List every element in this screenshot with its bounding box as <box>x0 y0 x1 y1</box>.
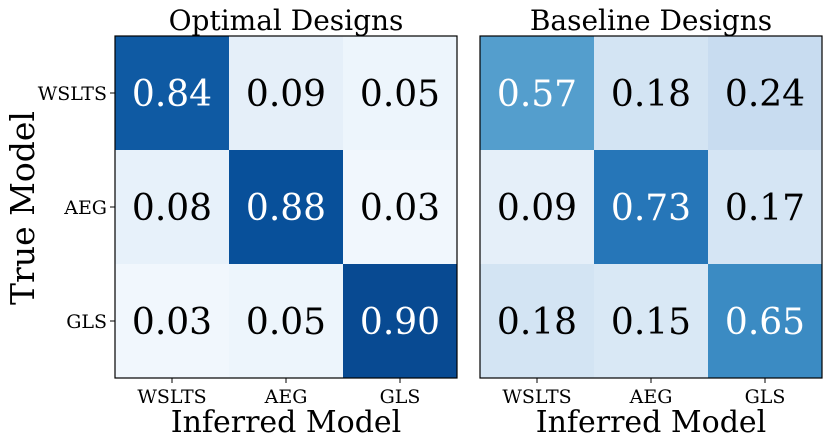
cell-value-label: 0.17 <box>725 188 805 229</box>
cell-value-label: 0.03 <box>132 302 212 343</box>
cell-value-label: 0.05 <box>246 302 326 343</box>
heatmap-cell <box>708 36 822 150</box>
right-panel-x-label: Inferred Model <box>536 405 767 440</box>
cell-value-label: 0.15 <box>611 302 691 343</box>
cell-value-label: 0.08 <box>132 188 212 229</box>
cell-value-label: 0.24 <box>725 74 805 115</box>
cell-value-label: 0.03 <box>360 188 440 229</box>
x-tick-label: WSLTS <box>137 386 206 408</box>
heatmap-cell <box>115 264 229 378</box>
heatmap-cell <box>594 264 708 378</box>
heatmap-cell <box>480 264 594 378</box>
y-axis-label: True Model <box>3 111 42 305</box>
y-tick-label: GLS <box>66 311 107 333</box>
heatmap-cell <box>229 264 343 378</box>
cell-value-label: 0.18 <box>497 302 577 343</box>
cell-value-label: 0.90 <box>360 302 440 343</box>
heatmap-cell <box>229 150 343 264</box>
x-tick-label: AEG <box>264 386 308 408</box>
heatmap-cell <box>229 36 343 150</box>
heatmap-cell <box>343 36 457 150</box>
heatmap-cell <box>343 264 457 378</box>
cell-value-label: 0.18 <box>611 74 691 115</box>
cell-value-label: 0.09 <box>246 74 326 115</box>
cell-value-label: 0.84 <box>132 74 212 115</box>
heatmap-cell <box>708 150 822 264</box>
cell-value-label: 0.73 <box>611 188 691 229</box>
heatmap-cell <box>594 36 708 150</box>
heatmap-cell <box>480 150 594 264</box>
cell-value-label: 0.09 <box>497 188 577 229</box>
x-tick-label: GLS <box>745 386 786 408</box>
heatmap-cell <box>594 150 708 264</box>
x-tick-label: WSLTS <box>502 386 571 408</box>
cell-value-label: 0.05 <box>360 74 440 115</box>
optimal-designs-heatmap: 0.84 0.09 0.05 0.08 0.88 0.03 0.03 0.05 0.90 WSLT… <box>38 35 458 408</box>
x-tick-label: AEG <box>629 386 673 408</box>
heatmap-cell <box>708 264 822 378</box>
y-tick-label: AEG <box>63 197 107 219</box>
cell-value-label: 0.57 <box>497 74 577 115</box>
heatmap-cell <box>115 36 229 150</box>
y-tick-label: WSLTS <box>38 83 107 105</box>
right-panel-title: Baseline Designs <box>530 4 772 37</box>
left-panel-x-label: Inferred Model <box>171 405 402 440</box>
cell-value-label: 0.65 <box>725 302 805 343</box>
baseline-designs-heatmap: 0.57 0.18 0.24 0.09 0.73 0.17 0.18 0.15 0.65 WSLT… <box>479 35 823 408</box>
heatmap-cell <box>343 150 457 264</box>
cell-value-label: 0.88 <box>246 188 326 229</box>
heatmap-cell <box>115 150 229 264</box>
left-panel-title: Optimal Designs <box>169 4 404 37</box>
heatmap-cell <box>480 36 594 150</box>
x-tick-label: GLS <box>380 386 421 408</box>
